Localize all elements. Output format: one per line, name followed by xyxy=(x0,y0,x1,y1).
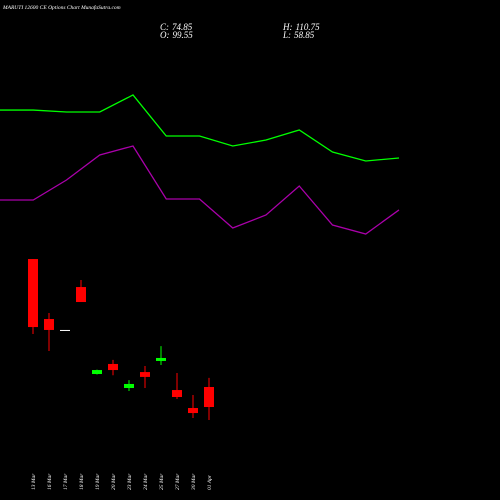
candle-body xyxy=(28,259,38,328)
candle-body xyxy=(76,287,86,303)
ohlc-label: L: xyxy=(282,30,291,40)
ohlc-readout: H: 110.75 xyxy=(282,22,320,32)
candle-body xyxy=(188,408,198,414)
x-tick-label: 13 Mar xyxy=(31,473,37,490)
x-tick-label: 25 Mar xyxy=(159,473,165,490)
x-tick-label: 01 Apr xyxy=(207,474,213,490)
ohlc-value: 99.55 xyxy=(173,30,194,40)
candle-body xyxy=(108,363,118,371)
candle-body xyxy=(92,370,102,375)
x-tick-label: 27 Mar xyxy=(175,473,181,490)
ohlc-value: 74.85 xyxy=(172,22,193,32)
candle-body xyxy=(204,387,214,408)
candle-body xyxy=(172,390,182,398)
x-tick-label: 23 Mar xyxy=(127,473,133,490)
candle-body xyxy=(156,357,166,361)
x-tick-label: 18 Mar xyxy=(79,473,85,490)
ohlc-readout: L: 58.85 xyxy=(282,30,315,40)
ohlc-label: O: xyxy=(160,30,170,40)
ohlc-value: 58.85 xyxy=(294,30,315,40)
candle-body xyxy=(140,372,150,377)
candle-body xyxy=(44,319,54,330)
x-tick-label: 20 Mar xyxy=(111,473,117,490)
x-tick-label: 19 Mar xyxy=(95,473,101,490)
ohlc-label: C: xyxy=(160,22,169,32)
x-tick-label: 17 Mar xyxy=(63,473,69,490)
x-tick-label: 16 Mar xyxy=(47,473,53,490)
line-series xyxy=(0,94,400,162)
ohlc-readout: C: 74.85 xyxy=(160,22,193,32)
ohlc-label: H: xyxy=(282,22,293,32)
line-series xyxy=(0,145,400,235)
ohlc-readout: O: 99.55 xyxy=(160,30,193,40)
ohlc-value: 110.75 xyxy=(296,22,321,32)
chart-title: MARUTI 12600 CE Options Chart MunafaSutr… xyxy=(2,4,121,11)
x-tick-label: 30 Mar xyxy=(191,473,197,491)
x-tick-label: 24 Mar xyxy=(142,473,149,490)
candle-body xyxy=(124,383,134,389)
candle-body xyxy=(60,329,70,331)
